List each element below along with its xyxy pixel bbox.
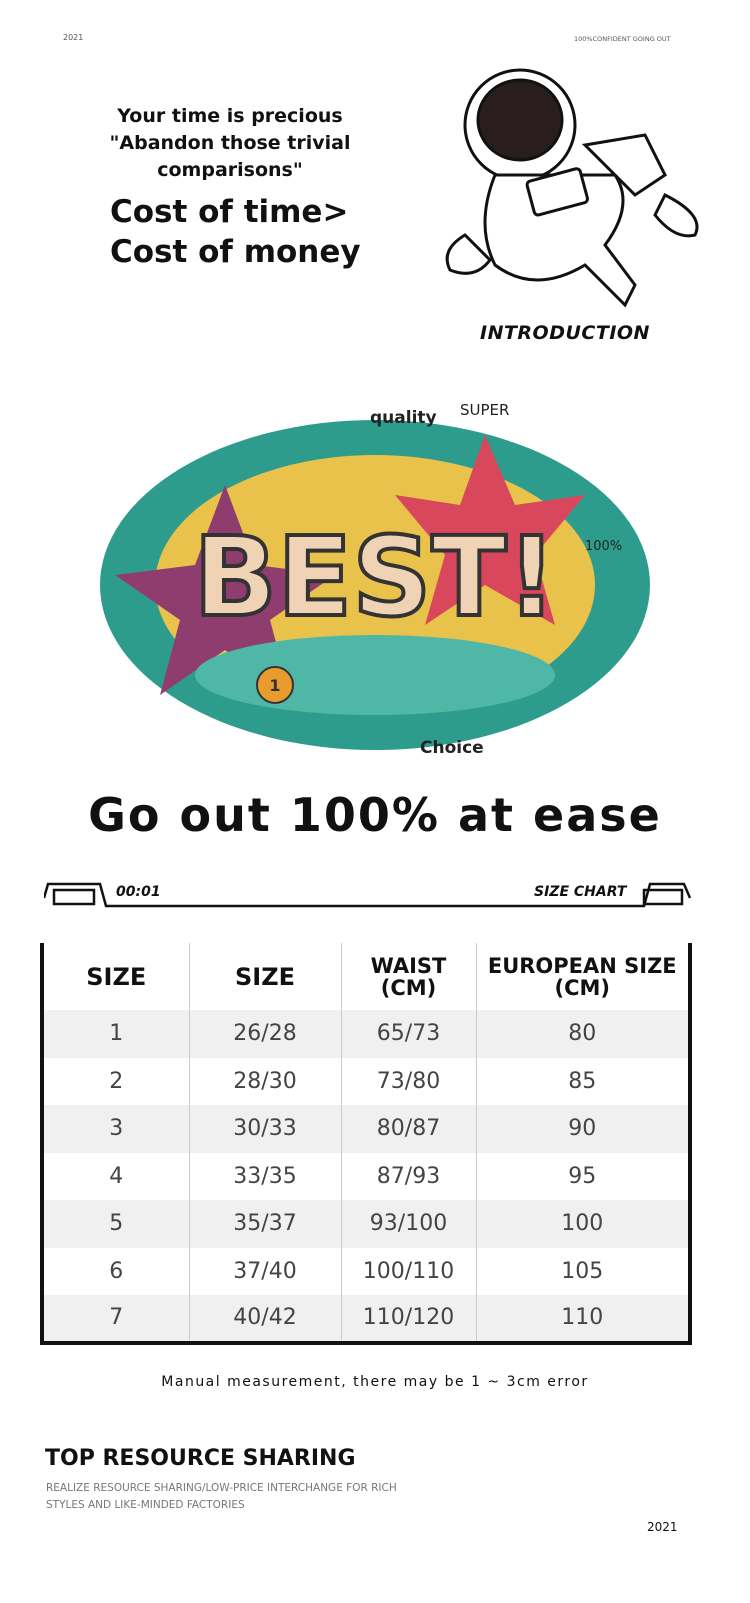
table-cell: 105	[475, 1247, 690, 1295]
table-cell: 33/35	[188, 1152, 341, 1200]
header-waist: WAIST (CM)	[340, 943, 476, 1010]
table-cell: 28/30	[188, 1057, 341, 1105]
astronaut-illustration	[445, 68, 699, 308]
header-european-size: EUROPEAN SIZE (CM)	[475, 943, 690, 1010]
table-row: 1 26/28 65/73 80	[42, 1010, 690, 1058]
table-cell: 26/28	[188, 1010, 341, 1058]
table-header-row: SIZE SIZE WAIST (CM) EUROPEAN SIZE (CM)	[42, 943, 690, 1010]
table-row: 2 28/30 73/80 85	[42, 1057, 690, 1105]
cost-text: Cost of time> Cost of money	[110, 192, 361, 272]
footer-subtitle: REALIZE RESOURCE SHARING/LOW-PRICE INTER…	[46, 1480, 426, 1514]
best-text: BEST!	[193, 513, 556, 641]
table-cell: 85	[475, 1057, 690, 1105]
quality-text: quality	[370, 408, 437, 428]
table-cell: 93/100	[340, 1200, 476, 1248]
table-cell: 2	[109, 1068, 124, 1094]
table-cell: 100/110	[340, 1247, 476, 1295]
table-cell: 7	[42, 1295, 189, 1343]
intro-text: Your time is precious "Abandon those tri…	[40, 103, 420, 184]
table-cell: 80/87	[340, 1105, 476, 1153]
header-size: SIZE	[86, 962, 147, 991]
header-tagline: 100%CONFIDENT GOING OUT	[574, 35, 671, 43]
bar-right-label: SIZE CHART	[534, 884, 627, 900]
header-waist-unit: (CM)	[380, 975, 437, 1000]
table-cell: 30/33	[188, 1105, 341, 1153]
slogan: Go out 100% at ease	[88, 788, 662, 842]
cost-line1: Cost of time>	[110, 194, 349, 230]
table-cell: 40/42	[188, 1295, 341, 1343]
header-size-2: SIZE	[188, 943, 341, 1010]
header-eu-unit: (CM)	[554, 975, 610, 1000]
table-cell: 37/40	[188, 1247, 341, 1295]
footer-year: 2021	[647, 1520, 678, 1534]
measurement-note: Manual measurement, there may be 1 ~ 3cm…	[161, 1374, 589, 1390]
size-chart-bar	[44, 882, 692, 908]
table-row: 6 37/40 100/110 105	[42, 1247, 690, 1295]
table-cell: 6	[109, 1258, 124, 1284]
table-cell: 65/73	[340, 1010, 476, 1058]
percent-text: 100%	[585, 539, 622, 554]
table-cell: 95	[475, 1152, 690, 1200]
table-row: 7 40/42 110/120 110	[42, 1295, 690, 1343]
table-cell: 1	[42, 1010, 189, 1058]
table-cell: 4	[109, 1163, 124, 1189]
header-year: 2021	[63, 33, 84, 42]
table-cell: 3	[42, 1105, 189, 1153]
table-cell: 90	[475, 1105, 690, 1153]
footer-title: TOP RESOURCE SHARING	[45, 1446, 356, 1471]
choice-text: Choice	[420, 738, 484, 758]
introduction-label: INTRODUCTION	[480, 322, 650, 344]
bar-left-label: 00:01	[116, 884, 161, 900]
cost-line2: Cost of money	[110, 234, 361, 270]
header-eu-label: EUROPEAN SIZE	[487, 953, 677, 978]
intro-line2: "Abandon those trivial comparisons"	[109, 132, 351, 181]
table-row: 5 35/37 93/100 100	[42, 1200, 690, 1248]
table-cell: 35/37	[188, 1200, 341, 1248]
best-doodle-illustration: BEST! quality SUPER 100% Choice 1	[100, 401, 650, 758]
table-row: 3 30/33 80/87 90	[42, 1105, 690, 1153]
table-row: 4 33/35 87/93 95	[42, 1152, 690, 1200]
footer-sub-line1: REALIZE RESOURCE SHARING/LOW-PRICE INTER…	[46, 1482, 397, 1494]
table-cell: 80	[475, 1010, 690, 1058]
table-cell: 100	[475, 1200, 690, 1248]
footer-sub-line2: STYLES AND LIKE-MINDED FACTORIES	[46, 1499, 245, 1511]
medal-text: 1	[269, 676, 280, 695]
intro-line1: Your time is precious	[117, 105, 343, 127]
header-waist-label: WAIST	[370, 953, 447, 978]
table-cell: 110	[475, 1295, 690, 1343]
table-cell: 73/80	[340, 1057, 476, 1105]
table-cell: 110/120	[340, 1295, 476, 1343]
table-cell: 87/93	[340, 1152, 476, 1200]
table-cell: 5	[42, 1200, 189, 1248]
super-text: SUPER	[460, 401, 509, 419]
